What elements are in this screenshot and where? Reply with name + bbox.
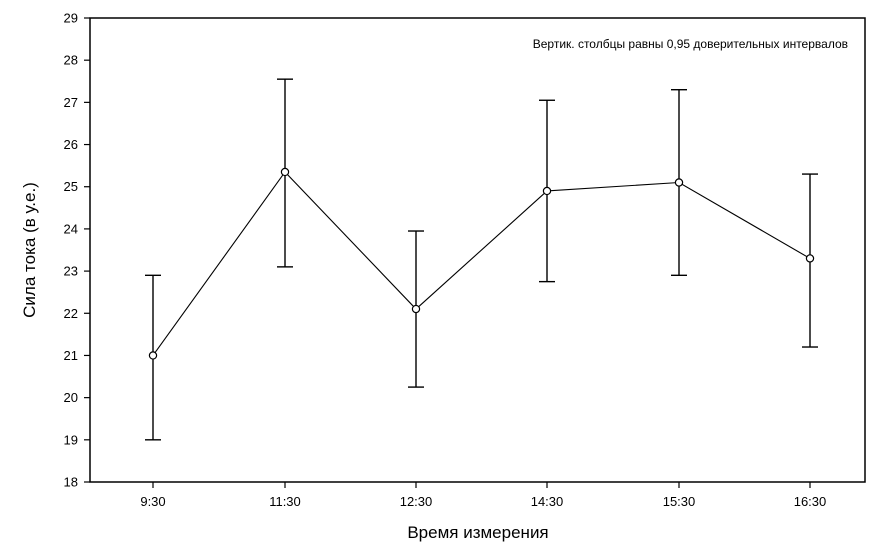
y-tick-label: 20 — [64, 390, 78, 405]
series-line — [152, 171, 811, 356]
x-tick-label: 15:30 — [663, 494, 696, 509]
x-axis-title: Время измерения — [407, 523, 548, 542]
x-tick-label: 11:30 — [269, 494, 301, 509]
data-point — [280, 167, 290, 177]
chart-annotation: Вертик. столбцы равны 0,95 доверительных… — [533, 37, 848, 51]
plot-frame — [89, 17, 866, 483]
data-point — [411, 304, 421, 314]
y-tick-label: 24 — [64, 221, 78, 236]
x-tick-label: 9:30 — [140, 494, 165, 509]
y-tick-label: 26 — [64, 137, 78, 152]
x-tick-label: 12:30 — [400, 494, 433, 509]
series-layer — [145, 78, 818, 441]
y-tick-label: 18 — [64, 475, 78, 490]
data-point — [674, 178, 684, 187]
data-point — [148, 351, 158, 360]
y-tick-label: 28 — [64, 53, 78, 68]
y-axis-ticks: 18 19 20 21 22 23 24 25 26 27 28 29 — [64, 11, 90, 490]
y-tick-label: 22 — [64, 306, 78, 321]
y-tick-label: 29 — [64, 11, 78, 26]
y-axis-title: Сила тока (в у.е.) — [20, 182, 39, 318]
y-tick-label: 25 — [64, 179, 78, 194]
y-tick-label: 23 — [64, 264, 78, 279]
data-point — [805, 254, 815, 263]
x-tick-label: 14:30 — [531, 494, 564, 509]
y-tick-label: 27 — [64, 95, 78, 110]
y-tick-label: 19 — [64, 432, 78, 447]
y-tick-label: 21 — [64, 348, 78, 363]
data-point — [542, 186, 552, 196]
x-tick-label: 16:30 — [794, 494, 827, 509]
x-axis-ticks: 9:30 11:30 12:30 14:30 15:30 16:30 — [140, 482, 826, 509]
